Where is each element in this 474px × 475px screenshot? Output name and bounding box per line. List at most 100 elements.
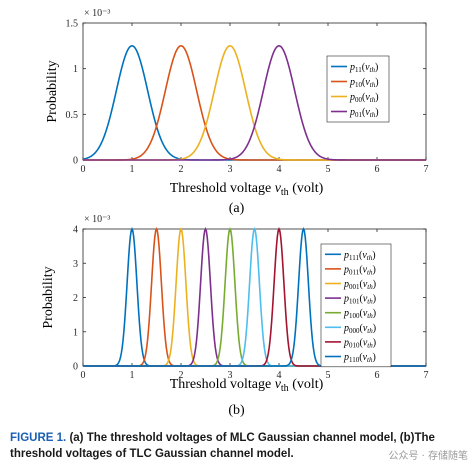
- y-tick-label: 2: [73, 293, 78, 304]
- x-tick-label: 1: [130, 370, 135, 381]
- legend-entry-101: p101(vth): [343, 294, 376, 306]
- panel-label: (a): [229, 201, 245, 216]
- x-axis-label: Threshold voltage vth (volt): [170, 181, 324, 198]
- y-axis-label: Probability: [45, 60, 60, 122]
- legend-paren: (: [360, 308, 364, 319]
- legend-paren: (: [360, 323, 364, 334]
- legend-v: v: [363, 337, 368, 348]
- x-tick-label: 1: [130, 164, 135, 175]
- legend-sub: 101: [349, 298, 360, 306]
- legend-sub: 001: [349, 283, 360, 291]
- legend-paren: (: [359, 250, 363, 261]
- watermark: 公众号 · 存储随笔: [388, 447, 468, 462]
- legend-paren: (: [362, 92, 366, 103]
- x-tick-label: 0: [81, 164, 86, 175]
- legend-entry-100: p100(vth): [343, 308, 376, 320]
- legend-p: p: [343, 294, 349, 305]
- y-axis-label: Probability: [41, 266, 56, 328]
- legend-v: v: [363, 352, 368, 363]
- x-tick-label: 7: [424, 370, 429, 381]
- legend-th: th: [367, 356, 373, 364]
- legend-paren: (: [359, 352, 363, 363]
- legend-th: th: [367, 341, 373, 349]
- y-tick-label: 3: [73, 259, 78, 270]
- x-tick-label: 5: [326, 164, 331, 175]
- y-tick-label: 1: [73, 327, 78, 338]
- legend-p: p: [349, 77, 355, 88]
- legend-paren: ): [373, 308, 376, 319]
- y-tick-label: 0: [73, 362, 78, 373]
- legend-paren: (: [362, 107, 366, 118]
- legend-p: p: [343, 264, 349, 275]
- y-tick-label: 4: [73, 225, 78, 236]
- legend-th: th: [370, 81, 376, 89]
- legend-v: v: [363, 308, 368, 319]
- x-axis-label-var: v: [275, 377, 282, 392]
- legend-v: v: [365, 77, 370, 88]
- x-tick-label: 2: [179, 164, 184, 175]
- x-axis-label-part: (volt): [289, 181, 324, 196]
- legend-p: p: [343, 352, 349, 363]
- x-axis-label-part: Threshold voltage: [170, 377, 275, 392]
- x-axis-label-part: Threshold voltage: [170, 181, 275, 196]
- legend-th: th: [367, 312, 373, 320]
- legend-entry-010: p010(vth): [343, 337, 376, 349]
- legend-box: [320, 243, 392, 368]
- legend-v: v: [365, 92, 370, 103]
- legend-paren: ): [373, 352, 376, 363]
- x-tick-label: 6: [375, 164, 380, 175]
- x-axis-label-var: v: [275, 181, 282, 196]
- legend-entry-001: p001(vth): [343, 279, 376, 291]
- x-axis-label: Threshold voltage vth (volt): [170, 377, 324, 394]
- legend-paren: (: [359, 264, 363, 275]
- legend-entry-01: p01(vth): [349, 107, 379, 119]
- legend-p: p: [343, 279, 349, 290]
- x-tick-label: 2: [179, 370, 184, 381]
- x-axis-label-sub: th: [281, 383, 289, 394]
- legend-entry-111: p111(vth): [343, 250, 376, 262]
- legend-paren: (: [362, 62, 366, 73]
- figure-caption-text: (a) The threshold voltages of MLC Gaussi…: [10, 432, 435, 460]
- x-tick-label: 6: [375, 370, 380, 381]
- legend-paren: ): [373, 279, 376, 290]
- legend-v: v: [362, 250, 367, 261]
- legend-v: v: [363, 279, 368, 290]
- legend-th: th: [370, 96, 376, 104]
- legend-entry-10: p10(vth): [349, 77, 379, 89]
- x-tick-label: 0: [81, 370, 86, 381]
- legend-sub: 110: [349, 356, 360, 364]
- legend-p: p: [343, 323, 349, 334]
- legend-paren: ): [373, 337, 376, 348]
- y-exponent-label: × 10⁻³: [84, 8, 110, 19]
- legend-p: p: [343, 337, 349, 348]
- x-axis-label-sub: th: [281, 187, 289, 198]
- legend-paren: ): [375, 62, 378, 73]
- x-tick-label: 7: [424, 164, 429, 175]
- legend-paren: ): [375, 77, 378, 88]
- legend-p: p: [343, 250, 349, 261]
- y-tick-label: 0.5: [66, 110, 79, 121]
- legend-paren: ): [372, 250, 375, 261]
- legend-sub: 000: [349, 327, 360, 335]
- legend-entry-00: p00(vth): [349, 92, 379, 104]
- x-tick-label: 5: [326, 370, 331, 381]
- legend-sub: 010: [349, 341, 360, 349]
- figure-caption-label: FIGURE 1.: [10, 432, 67, 444]
- series-line-01: [83, 45, 426, 161]
- legend-entry-11: p11(vth): [349, 62, 378, 74]
- legend-v: v: [363, 294, 368, 305]
- legend-paren: (: [360, 337, 364, 348]
- legend-sub: 01: [355, 111, 363, 119]
- panel-label: (b): [228, 403, 245, 418]
- y-tick-label: 1.5: [66, 19, 79, 30]
- legend-paren: ): [375, 92, 378, 103]
- x-axis-label-part: (volt): [289, 377, 324, 392]
- legend-v: v: [365, 62, 370, 73]
- legend-sub: 11: [355, 66, 362, 74]
- legend-p: p: [349, 107, 355, 118]
- legend-sub: 111: [349, 254, 359, 262]
- legend-paren: ): [373, 264, 376, 275]
